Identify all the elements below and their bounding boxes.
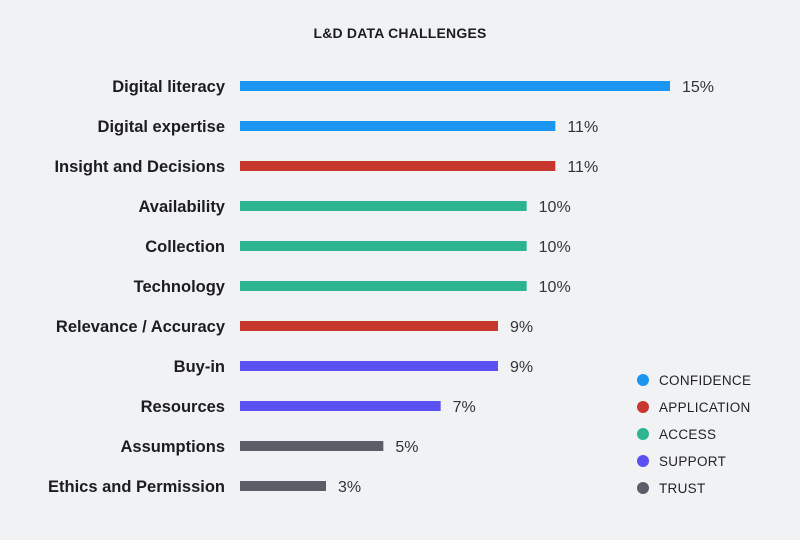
chart-title: L&D DATA CHALLENGES [313,25,486,41]
bar-row: Ethics and Permission 3% [48,478,361,496]
bar-row: Collection 10% [145,238,570,256]
bar [240,81,670,91]
category-label: Buy-in [174,358,225,376]
category-label: Technology [134,278,226,296]
category-label: Digital expertise [98,118,225,136]
category-label: Collection [145,238,225,256]
bar [240,401,441,411]
legend-label: CONFIDENCE [659,373,751,388]
bar [240,441,384,451]
legend-label: ACCESS [659,427,716,442]
legend-label: SUPPORT [659,454,726,469]
legend-item: CONFIDENCE [637,373,751,388]
category-label: Availability [138,198,225,216]
category-label: Digital literacy [112,78,226,96]
bar [240,201,527,211]
bar [240,161,556,171]
bar-row: Assumptions 5% [120,438,418,456]
category-label: Ethics and Permission [48,478,225,496]
legend-swatch [637,401,649,413]
legend-swatch [637,428,649,440]
bars-group: Digital literacy 15%Digital expertise 11%I… [48,78,714,496]
value-label: 10% [539,199,571,216]
bar-row: Insight and Decisions 11% [54,158,598,176]
category-label: Resources [141,398,225,416]
value-label: 9% [510,319,533,336]
category-label: Insight and Decisions [54,158,225,176]
legend-swatch [637,374,649,386]
value-label: 3% [338,479,361,496]
category-label: Assumptions [120,438,225,456]
value-label: 11% [567,119,598,136]
bar [240,281,527,291]
value-label: 11% [567,159,598,176]
value-label: 10% [539,239,571,256]
bar-row: Digital literacy 15% [112,78,714,96]
value-label: 15% [682,79,714,96]
legend: CONFIDENCE APPLICATION ACCESS SUPPORT TRUST [637,373,751,496]
bar [240,481,326,491]
legend-swatch [637,482,649,494]
bar-row: Buy-in 9% [174,358,533,376]
legend-item: APPLICATION [637,400,751,415]
legend-label: TRUST [659,481,706,496]
value-label: 5% [395,439,418,456]
bar-row: Relevance / Accuracy 9% [56,318,533,336]
value-label: 7% [453,399,476,416]
legend-item: SUPPORT [637,454,726,469]
bar [240,241,527,251]
bar-row: Digital expertise 11% [98,118,599,136]
bar-row: Resources 7% [141,398,476,416]
bar-row: Availability 10% [138,198,570,216]
legend-item: ACCESS [637,427,716,442]
bar [240,121,556,131]
legend-item: TRUST [637,481,706,496]
legend-label: APPLICATION [659,400,751,415]
category-label: Relevance / Accuracy [56,318,226,336]
value-label: 10% [539,279,571,296]
bar [240,361,498,371]
bar [240,321,498,331]
legend-swatch [637,455,649,467]
bar-row: Technology 10% [134,278,571,296]
value-label: 9% [510,359,533,376]
